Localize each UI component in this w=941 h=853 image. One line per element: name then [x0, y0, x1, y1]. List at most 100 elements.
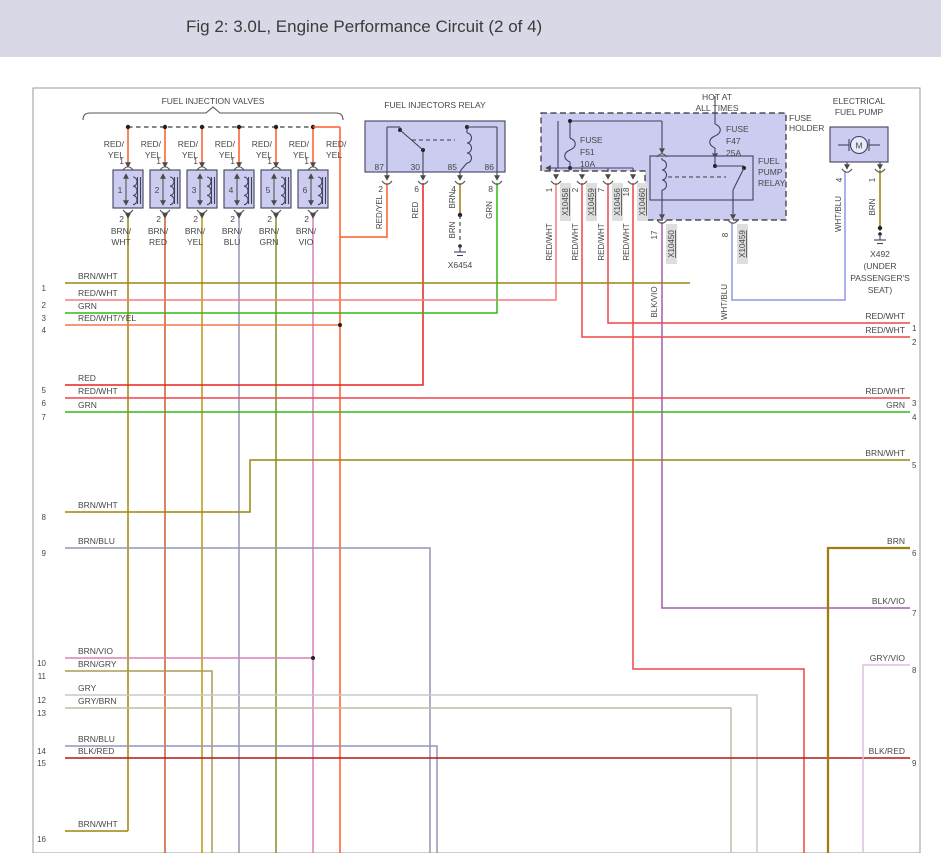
svg-text:4: 4	[451, 184, 456, 194]
svg-text:87: 87	[375, 162, 385, 172]
svg-text:BRN/: BRN/	[296, 226, 317, 236]
diagram-frame	[32, 87, 921, 853]
svg-text:2: 2	[378, 184, 383, 194]
injector-3	[186, 162, 218, 219]
svg-text:BRN/WHT: BRN/WHT	[78, 271, 118, 281]
fuel-injectors-relay-internals	[381, 125, 503, 185]
svg-text:3: 3	[912, 399, 917, 408]
svg-text:YEL: YEL	[108, 150, 124, 160]
svg-text:BLK/VIO: BLK/VIO	[872, 596, 905, 606]
svg-text:BRN/WHT: BRN/WHT	[865, 448, 905, 458]
svg-text:12: 12	[37, 696, 46, 705]
svg-text:1: 1	[267, 156, 272, 166]
svg-text:6: 6	[912, 549, 917, 558]
svg-text:YEL: YEL	[145, 150, 161, 160]
svg-text:RED/: RED/	[178, 139, 199, 149]
svg-text:85: 85	[448, 162, 458, 172]
svg-text:RED/: RED/	[252, 139, 273, 149]
svg-text:8: 8	[721, 232, 730, 237]
fuse-f47-symbol	[709, 123, 721, 149]
svg-text:X10450: X10450	[667, 230, 676, 258]
svg-text:RED: RED	[149, 237, 167, 247]
svg-text:WHT/BLU: WHT/BLU	[834, 196, 843, 232]
svg-text:1: 1	[304, 156, 309, 166]
injectors-relay-heading: FUEL INJECTORS RELAY	[384, 100, 486, 110]
fuel-pump-relay-internals	[656, 153, 746, 224]
fuel-pump-text: ELECTRICAL FUEL PUMP M 4 WHT/BLU 1 BRN X…	[833, 96, 910, 295]
svg-text:86: 86	[485, 162, 495, 172]
title-bar: Fig 2: 3.0L, Engine Performance Circuit …	[0, 0, 941, 57]
svg-text:F47: F47	[726, 136, 741, 146]
svg-text:7: 7	[912, 609, 917, 618]
svg-text:RED/WHT: RED/WHT	[865, 325, 905, 335]
ground-x492-label: X492	[870, 249, 890, 259]
svg-text:RED/WHT: RED/WHT	[597, 223, 606, 260]
svg-text:8: 8	[42, 513, 47, 522]
injector-5	[260, 162, 292, 219]
svg-text:BRN/BLU: BRN/BLU	[78, 536, 115, 546]
svg-text:4: 4	[912, 413, 917, 422]
svg-text:PASSENGER'S: PASSENGER'S	[850, 273, 910, 283]
injectors-relay-text: FUEL INJECTORS RELAY 87 30 85 86 2 6 4 8…	[375, 100, 495, 270]
svg-text:1: 1	[545, 187, 554, 192]
svg-text:ELECTRICAL: ELECTRICAL	[833, 96, 886, 106]
fuel-injectors-relay-box	[364, 120, 506, 173]
svg-text:RED/: RED/	[326, 139, 347, 149]
svg-text:BRN: BRN	[868, 198, 877, 215]
svg-text:8: 8	[912, 666, 917, 675]
svg-text:YEL: YEL	[219, 150, 235, 160]
svg-text:(UNDER: (UNDER	[863, 261, 896, 271]
svg-text:RED/WHT: RED/WHT	[571, 223, 580, 260]
svg-text:BRN: BRN	[887, 536, 905, 546]
fuel-pump-relay-box	[649, 155, 754, 201]
svg-text:10: 10	[37, 659, 46, 668]
svg-text:4: 4	[835, 177, 844, 182]
svg-text:BRN: BRN	[448, 191, 457, 208]
svg-text:GRN: GRN	[78, 400, 97, 410]
svg-text:2: 2	[156, 214, 161, 224]
svg-text:2: 2	[304, 214, 309, 224]
svg-text:3: 3	[42, 314, 47, 323]
svg-text:RED/WHT: RED/WHT	[78, 386, 118, 396]
svg-text:5: 5	[266, 185, 271, 195]
svg-text:30: 30	[411, 162, 421, 172]
svg-text:2: 2	[155, 185, 160, 195]
svg-text:RED: RED	[78, 373, 96, 383]
svg-text:BLK/RED: BLK/RED	[869, 746, 905, 756]
svg-text:X10460: X10460	[638, 188, 647, 216]
svg-text:FUEL PUMP: FUEL PUMP	[835, 107, 884, 117]
svg-text:X10458: X10458	[561, 188, 570, 216]
fuse-f51-symbol	[564, 137, 576, 163]
svg-text:ALL TIMES: ALL TIMES	[696, 103, 739, 113]
connector-label-strips	[560, 183, 748, 264]
svg-text:BRN/VIO: BRN/VIO	[78, 646, 113, 656]
fuel-pump-motor	[838, 135, 886, 173]
svg-text:RED/: RED/	[104, 139, 125, 149]
ground-x6454-label: X6454	[448, 260, 473, 270]
svg-text:5: 5	[912, 461, 917, 470]
svg-text:BLU: BLU	[224, 237, 241, 247]
svg-text:BLK/VIO: BLK/VIO	[650, 286, 659, 317]
injection-valves-heading: FUEL INJECTION VALVES	[162, 96, 265, 106]
svg-text:SEAT): SEAT)	[868, 285, 893, 295]
svg-text:2: 2	[571, 187, 580, 192]
svg-text:FUSE: FUSE	[580, 135, 603, 145]
svg-text:7: 7	[42, 413, 47, 422]
wires	[65, 124, 910, 853]
svg-text:8: 8	[488, 184, 493, 194]
svg-text:BRN: BRN	[448, 221, 457, 238]
ground-x492	[874, 232, 886, 245]
svg-text:FUSE: FUSE	[789, 113, 812, 123]
svg-text:2: 2	[230, 214, 235, 224]
svg-text:1: 1	[912, 324, 917, 333]
svg-text:RED/: RED/	[289, 139, 310, 149]
svg-text:BRN/: BRN/	[222, 226, 243, 236]
svg-text:2: 2	[267, 214, 272, 224]
svg-text:1: 1	[118, 185, 123, 195]
svg-text:1: 1	[156, 156, 161, 166]
svg-text:9: 9	[912, 759, 917, 768]
svg-text:RED/YEL: RED/YEL	[375, 194, 384, 229]
svg-text:RED/: RED/	[141, 139, 162, 149]
